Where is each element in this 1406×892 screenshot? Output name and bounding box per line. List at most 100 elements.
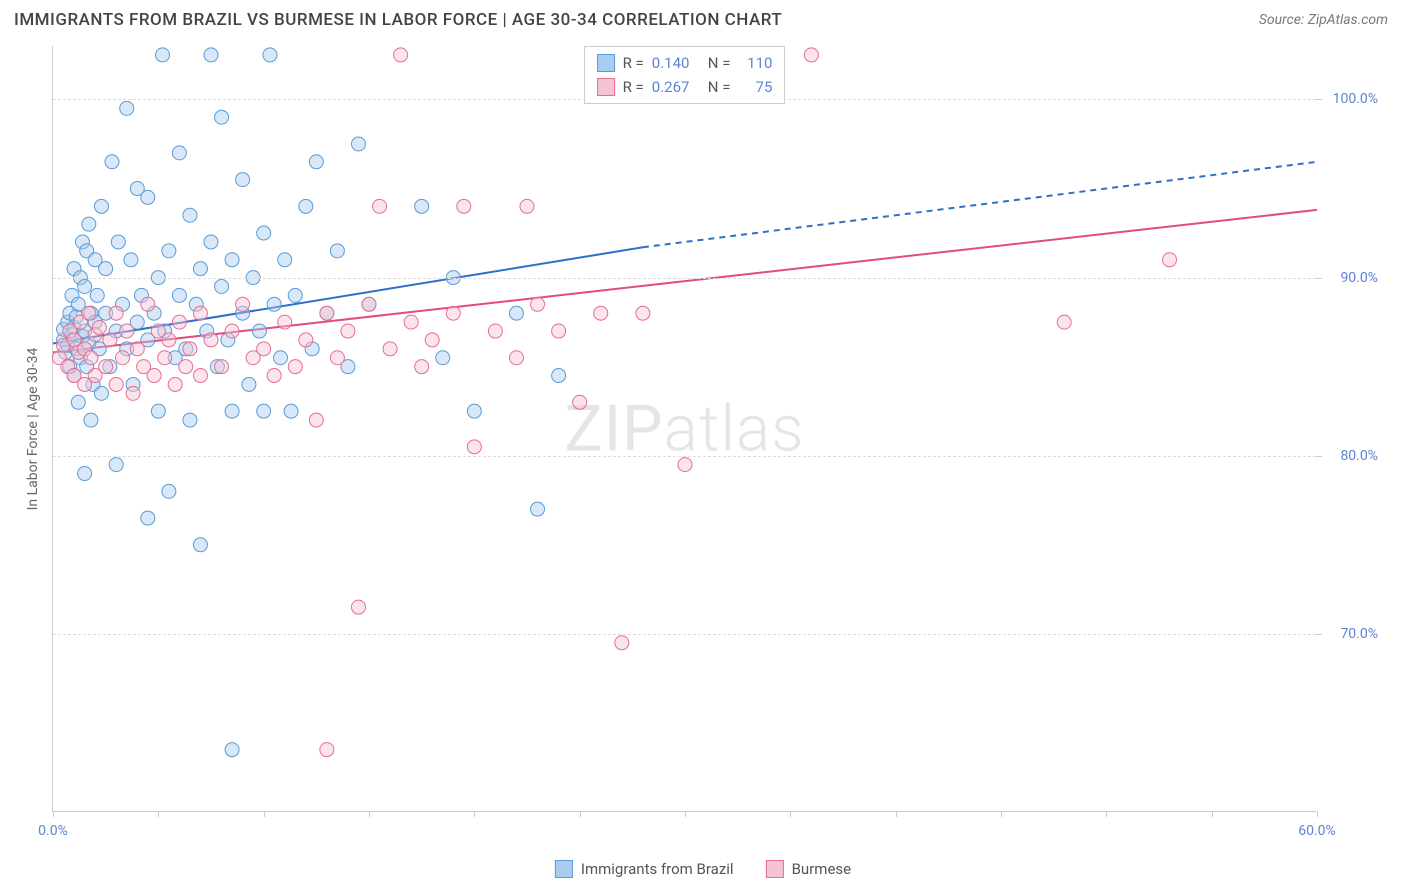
scatter-point <box>103 333 117 347</box>
r-label: R = <box>623 75 644 99</box>
scatter-point <box>109 377 123 391</box>
scatter-point <box>151 404 165 418</box>
scatter-point <box>263 48 277 62</box>
scatter-point <box>141 511 155 525</box>
y-tick <box>1316 278 1322 279</box>
scatter-point <box>288 288 302 302</box>
scatter-point <box>804 48 818 62</box>
y-tick <box>1316 456 1322 457</box>
scatter-point <box>257 404 271 418</box>
scatter-point <box>362 297 376 311</box>
scatter-point <box>162 484 176 498</box>
r-value: 0.267 <box>652 75 700 99</box>
legend-label: Immigrants from Brazil <box>581 860 734 878</box>
plot-area: In Labor Force | Age 30-34 ZIPatlas R =0… <box>52 46 1316 812</box>
scatter-point <box>158 351 172 365</box>
scatter-point <box>320 743 334 757</box>
scatter-point <box>82 306 96 320</box>
scatter-point <box>215 360 229 374</box>
x-tick <box>580 811 581 817</box>
scatter-point <box>274 351 288 365</box>
scatter-point <box>394 48 408 62</box>
scatter-point <box>193 538 207 552</box>
scatter-point <box>162 333 176 347</box>
legend-stats-row: R = 0.267 N = 75 <box>597 75 773 99</box>
scatter-point <box>531 297 545 311</box>
y-tick <box>1316 634 1322 635</box>
x-tick <box>1212 811 1213 817</box>
scatter-point <box>193 306 207 320</box>
scatter-point <box>94 386 108 400</box>
scatter-point <box>330 244 344 258</box>
bottom-legend-item: Immigrants from Brazil <box>555 860 734 878</box>
scatter-point <box>267 369 281 383</box>
y-tick-label: 70.0% <box>1340 626 1378 642</box>
scatter-point <box>531 502 545 516</box>
legend-swatch <box>555 860 573 878</box>
scatter-point <box>116 351 130 365</box>
x-tick <box>369 811 370 817</box>
scatter-point <box>636 306 650 320</box>
scatter-point <box>278 315 292 329</box>
scatter-point <box>156 48 170 62</box>
scatter-point <box>309 413 323 427</box>
x-tick <box>158 811 159 817</box>
scatter-point <box>215 110 229 124</box>
scatter-point <box>92 320 106 334</box>
scatter-point <box>284 404 298 418</box>
scatter-point <box>124 253 138 267</box>
x-tick-label: 0.0% <box>38 823 68 839</box>
chart-container: In Labor Force | Age 30-34 ZIPatlas R =0… <box>14 46 1388 840</box>
scatter-point <box>71 395 85 409</box>
y-tick-label: 100.0% <box>1333 91 1378 107</box>
chart-title: IMMIGRANTS FROM BRAZIL VS BURMESE IN LAB… <box>14 10 782 30</box>
legend-stats-box: R =0.140N =110R =0.267N =75 <box>584 46 786 104</box>
scatter-point <box>105 155 119 169</box>
scatter-point <box>183 208 197 222</box>
scatter-point <box>330 351 344 365</box>
x-tick <box>790 811 791 817</box>
scatter-point <box>425 333 439 347</box>
n-value: 75 <box>738 75 772 99</box>
scatter-point <box>383 342 397 356</box>
legend-swatch <box>597 54 615 72</box>
gridline-h <box>53 456 1316 457</box>
scatter-points-layer <box>53 46 1316 811</box>
scatter-point <box>320 306 334 320</box>
scatter-point <box>341 324 355 338</box>
n-label: N = <box>708 75 731 99</box>
scatter-point <box>225 743 239 757</box>
scatter-point <box>204 48 218 62</box>
scatter-point <box>678 458 692 472</box>
scatter-point <box>111 235 125 249</box>
bottom-legend-item: Burmese <box>766 860 852 878</box>
scatter-point <box>84 413 98 427</box>
scatter-point <box>278 253 292 267</box>
scatter-point <box>488 324 502 338</box>
scatter-point <box>179 360 193 374</box>
scatter-point <box>120 324 134 338</box>
scatter-point <box>109 306 123 320</box>
scatter-point <box>309 155 323 169</box>
scatter-point <box>267 297 281 311</box>
y-axis-label: In Labor Force | Age 30-34 <box>25 347 41 510</box>
bottom-legend: Immigrants from Brazil Burmese <box>555 860 851 878</box>
scatter-point <box>78 279 92 293</box>
scatter-point <box>225 324 239 338</box>
scatter-point <box>1163 253 1177 267</box>
x-tick <box>685 811 686 817</box>
scatter-point <box>552 369 566 383</box>
scatter-point <box>467 404 481 418</box>
scatter-point <box>594 306 608 320</box>
scatter-point <box>299 333 313 347</box>
chart-source: Source: ZipAtlas.com <box>1259 12 1388 28</box>
scatter-point <box>1057 315 1071 329</box>
x-tick <box>1106 811 1107 817</box>
scatter-point <box>242 377 256 391</box>
gridline-h <box>53 278 1316 279</box>
scatter-point <box>204 333 218 347</box>
scatter-point <box>520 199 534 213</box>
scatter-point <box>141 297 155 311</box>
scatter-point <box>467 440 481 454</box>
scatter-point <box>436 351 450 365</box>
